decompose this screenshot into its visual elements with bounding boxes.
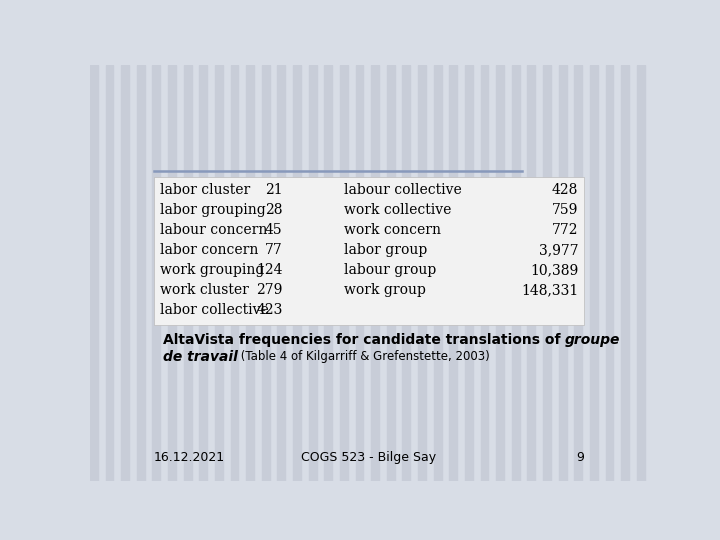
Bar xyxy=(356,65,364,481)
Text: labor grouping: labor grouping xyxy=(160,203,266,217)
Text: 77: 77 xyxy=(265,243,282,257)
Bar xyxy=(293,65,301,481)
Bar xyxy=(215,65,222,481)
Text: COGS 523 - Bilge Say: COGS 523 - Bilge Say xyxy=(302,451,436,464)
Text: 16.12.2021: 16.12.2021 xyxy=(154,451,225,464)
Bar xyxy=(121,65,129,481)
Bar xyxy=(481,65,488,481)
Text: work group: work group xyxy=(344,283,426,297)
Text: labor concern: labor concern xyxy=(160,243,258,257)
Bar xyxy=(106,65,114,481)
Bar xyxy=(153,65,161,481)
Bar xyxy=(277,65,285,481)
Text: 10,389: 10,389 xyxy=(530,263,578,277)
Bar xyxy=(512,65,520,481)
Bar xyxy=(543,65,551,481)
Bar xyxy=(575,65,582,481)
Text: labor cluster: labor cluster xyxy=(160,183,250,197)
Text: labor collective: labor collective xyxy=(160,303,269,317)
Text: 28: 28 xyxy=(265,203,282,217)
FancyBboxPatch shape xyxy=(154,177,584,325)
Bar xyxy=(621,65,629,481)
Text: 9: 9 xyxy=(576,451,584,464)
Text: 428: 428 xyxy=(552,183,578,197)
Bar xyxy=(528,65,535,481)
Bar xyxy=(90,65,98,481)
Bar xyxy=(262,65,270,481)
Text: 759: 759 xyxy=(552,203,578,217)
Bar xyxy=(606,65,613,481)
Text: (Table 4 of Kilgarriff & Grefenstette, 2003): (Table 4 of Kilgarriff & Grefenstette, 2… xyxy=(238,349,490,363)
Bar xyxy=(433,65,441,481)
Bar xyxy=(372,65,379,481)
Bar xyxy=(137,65,145,481)
Bar xyxy=(496,65,504,481)
Bar xyxy=(449,65,457,481)
Text: 45: 45 xyxy=(265,223,282,237)
Bar xyxy=(340,65,348,481)
Bar xyxy=(168,65,176,481)
Text: AltaVista frequencies for candidate translations of: AltaVista frequencies for candidate tran… xyxy=(163,333,565,347)
Bar xyxy=(637,65,644,481)
Text: 3,977: 3,977 xyxy=(539,243,578,257)
Text: work cluster: work cluster xyxy=(160,283,248,297)
Text: work collective: work collective xyxy=(344,203,451,217)
Bar xyxy=(309,65,317,481)
Bar xyxy=(652,65,660,481)
Bar xyxy=(590,65,598,481)
Text: 148,331: 148,331 xyxy=(521,283,578,297)
Text: 772: 772 xyxy=(552,223,578,237)
Bar xyxy=(465,65,473,481)
Text: work grouping: work grouping xyxy=(160,263,264,277)
Text: de travail: de travail xyxy=(163,349,238,363)
Text: 423: 423 xyxy=(256,303,282,317)
Text: labour concern: labour concern xyxy=(160,223,267,237)
Text: 21: 21 xyxy=(265,183,282,197)
Text: 124: 124 xyxy=(256,263,282,277)
Bar xyxy=(230,65,238,481)
Text: labor group: labor group xyxy=(344,243,427,257)
Text: 279: 279 xyxy=(256,283,282,297)
Text: groupe: groupe xyxy=(565,333,621,347)
Bar xyxy=(402,65,410,481)
Bar xyxy=(184,65,192,481)
Bar xyxy=(199,65,207,481)
Bar xyxy=(324,65,332,481)
Bar xyxy=(418,65,426,481)
Bar xyxy=(387,65,395,481)
Bar xyxy=(246,65,254,481)
Text: labour collective: labour collective xyxy=(344,183,462,197)
Text: labour group: labour group xyxy=(344,263,436,277)
Text: work concern: work concern xyxy=(344,223,441,237)
Bar xyxy=(559,65,567,481)
